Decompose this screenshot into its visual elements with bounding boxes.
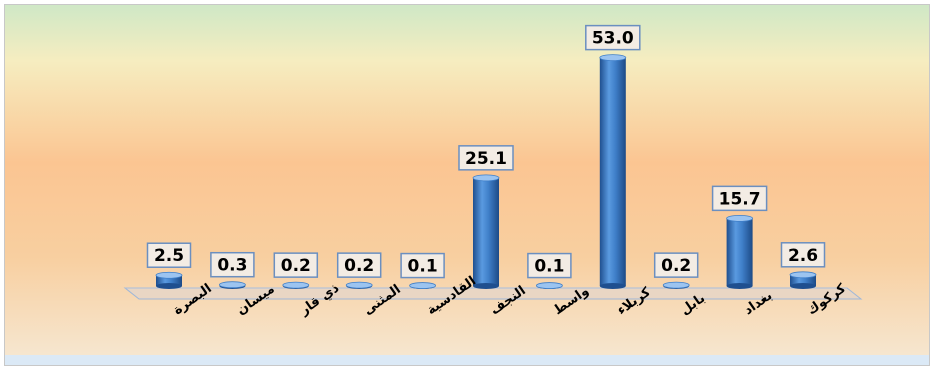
bar-body [599,57,626,287]
value-label-box [336,252,382,278]
value-label: 0.1 [527,252,572,279]
bars [155,54,817,289]
value-label: 0.3 [210,251,255,278]
value-label: 2.5 [146,242,192,268]
value-label-text: 15.7 [719,189,761,209]
value-label-text: 0.3 [217,256,247,276]
value-label-box [146,242,192,268]
value-label-box [653,252,699,278]
bar [282,281,310,289]
value-label: 53.0 [585,24,641,51]
bar-chart: 2.5 0.3 0.2 0.2 0.125.10.153.00.215.72.6 الب… [5,5,929,365]
value-label-text: 2.6 [788,246,818,266]
bar [536,282,563,289]
bar [726,214,753,289]
value-label-box [585,24,641,51]
bar-top [789,271,817,279]
bar [789,271,817,289]
value-label: 0.2 [653,252,699,278]
bar-top [218,281,246,289]
bar-top [726,214,753,222]
bar [472,174,500,289]
value-label-box [273,252,319,278]
bar-top [345,281,373,289]
bar [662,281,690,289]
value-label-box [527,252,572,279]
bar-top [662,281,690,289]
bar-top [536,282,563,289]
bar-body [473,177,499,286]
value-label-text: 0.1 [408,257,438,277]
value-label-box [458,145,514,171]
bar-body [726,218,753,286]
value-label-box [210,251,255,278]
bar-base [473,283,499,289]
value-label-text: 0.2 [281,256,311,276]
bar-base [156,283,182,289]
bar [409,282,437,289]
value-label: 0.2 [273,252,319,278]
bottom-band [5,355,929,365]
value-label-text: 25.1 [465,149,507,169]
value-labels: 2.5 0.3 0.2 0.2 0.1 25.1 0.1 53.0 0.2 15.7 2.6 [146,24,826,279]
value-label-box [711,185,768,212]
bar-top [409,282,437,289]
bar-top [472,174,500,182]
bar-top [155,271,183,279]
bar-top [599,54,627,62]
value-label: 0.2 [336,252,382,278]
value-label: 0.1 [400,252,445,279]
value-label: 25.1 [458,145,514,171]
chart-frame: 2.5 0.3 0.2 0.2 0.1 25.1 0.1 53.0 0.2 15.7 2.6 الب… [4,4,930,366]
bar-body [790,274,816,286]
bar-base [726,283,753,289]
bar [155,271,183,289]
value-label-text: 0.1 [534,257,564,277]
bar-base [599,283,626,289]
value-label: 15.7 [711,185,768,212]
bar [218,281,246,289]
value-label: 2.6 [780,242,826,268]
value-label-box [780,242,826,268]
value-label-text: 0.2 [661,256,691,276]
value-label-box [400,252,445,279]
floor-plane [123,287,863,300]
bar-top [282,281,310,289]
value-label-text: 0.2 [344,256,374,276]
bar-body [156,275,182,286]
chart-floor [123,287,863,300]
plot-background [5,5,929,355]
bar-base [790,283,816,289]
value-label-text: 53.0 [592,29,634,49]
bar [599,54,627,289]
bar [345,281,373,289]
value-label-text: 2.5 [154,246,184,266]
